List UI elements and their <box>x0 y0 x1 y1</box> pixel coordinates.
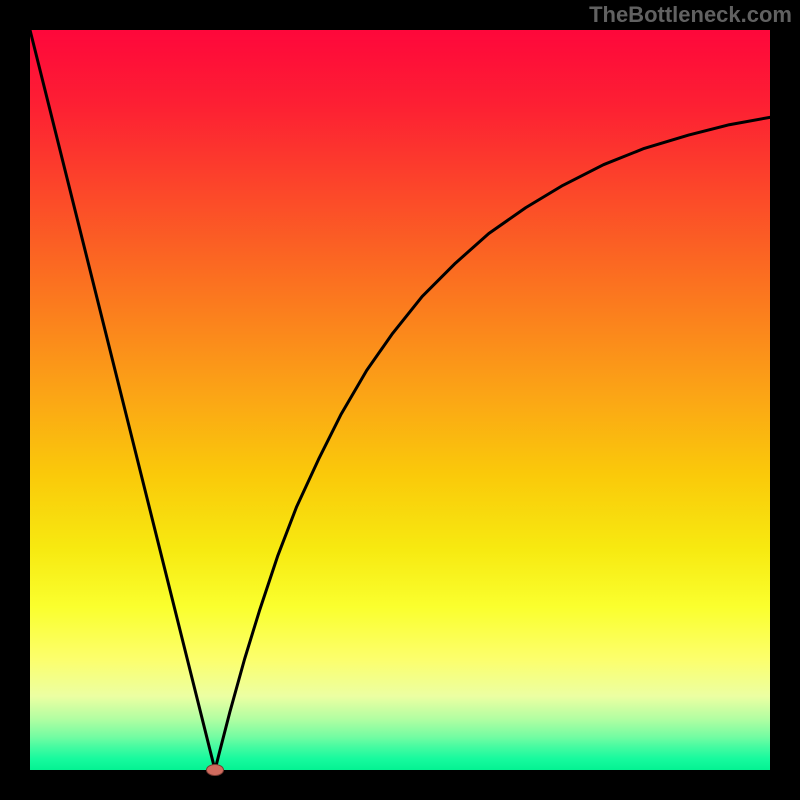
optimal-point-marker <box>206 764 224 776</box>
plot-area <box>30 30 770 770</box>
watermark-text: TheBottleneck.com <box>589 2 792 28</box>
chart-container: TheBottleneck.com <box>0 0 800 800</box>
bottleneck-curve <box>30 30 770 770</box>
